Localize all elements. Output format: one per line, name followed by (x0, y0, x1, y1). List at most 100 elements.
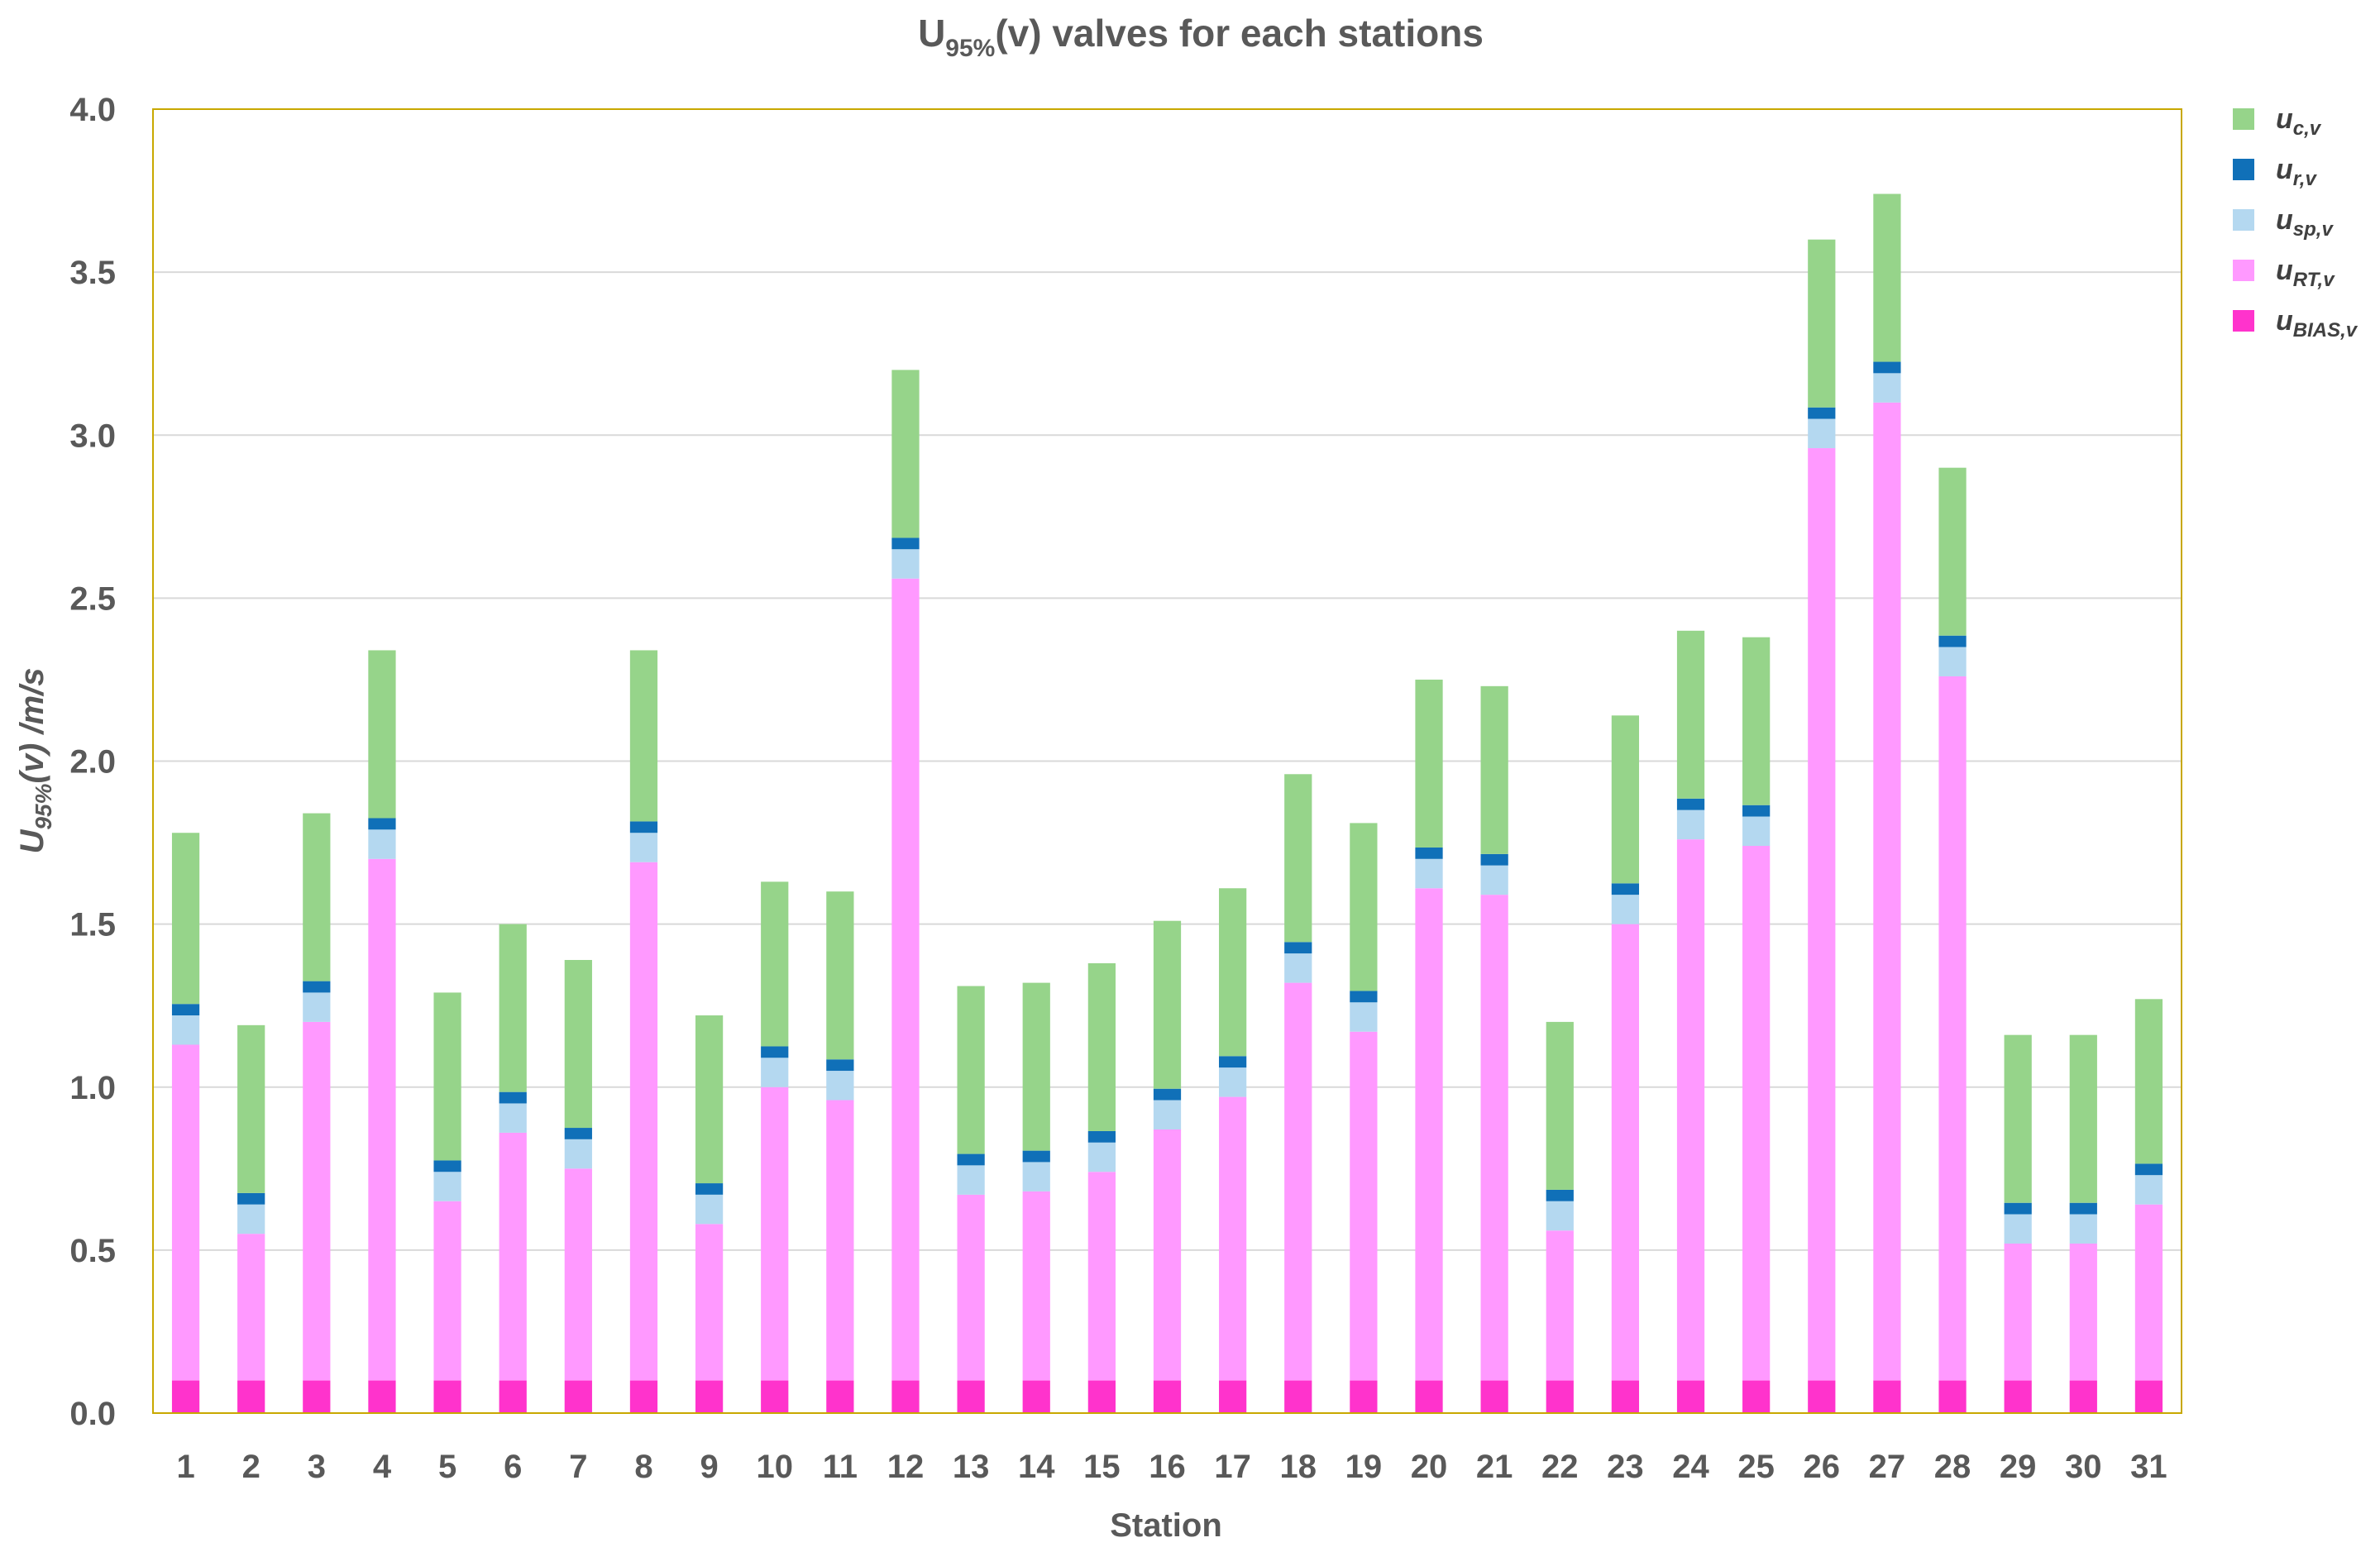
bar-stack (1284, 774, 1312, 1413)
x-tick-label: 11 (823, 1449, 858, 1485)
bar-segment-rtv (1415, 888, 1443, 1381)
bar-segment-biasv (1611, 1380, 1640, 1413)
bar-stack (1676, 630, 1705, 1413)
bar-segment-cv (1153, 920, 1182, 1089)
y-tick-label: 0.5 (69, 1233, 116, 1269)
x-tick-label: 10 (756, 1449, 793, 1485)
bar-segment-biasv (1546, 1380, 1574, 1413)
bar-segment-spv (433, 1172, 461, 1201)
bar-segment-rtv (1350, 1031, 1378, 1381)
bar-segment-spv (1284, 953, 1312, 983)
y-axis-label-rest: (v) /m/s (14, 668, 50, 784)
x-tick-label: 1 (176, 1449, 194, 1485)
x-tick-label: 19 (1345, 1449, 1383, 1485)
bar-stack (1480, 685, 1508, 1413)
x-axis-ticks: 1 2 3 4 5 6 7 8 9 10 11 12 13 14 15 16 17 18 19 20 21 22 23 24 2… (176, 1449, 2167, 1485)
bar-segment-biasv (1087, 1380, 1116, 1413)
bar-segment-rtv (303, 1021, 331, 1381)
legend-label: uBIAS,v (2276, 305, 2358, 341)
y-axis-ticks: 0.0 0.5 1.0 1.5 2.0 2.5 3.0 3.5 4.0 (69, 92, 116, 1432)
bar-stack (303, 813, 331, 1413)
bar-stack (1219, 888, 1247, 1413)
y-axis-label: U95%(v) /m/s (14, 668, 56, 854)
bar-stack (1873, 193, 1901, 1413)
bar-segment-spv (1022, 1162, 1050, 1191)
bar-stack (1611, 715, 1640, 1413)
bar-segment-cv (1087, 962, 1116, 1131)
bar-segment-rv (826, 1059, 854, 1072)
chart-title: U95%(v) valves for each stations (918, 12, 1484, 62)
bar-segment-biasv (368, 1380, 396, 1413)
bar-segment-rv (2004, 1202, 2032, 1215)
y-tick-label: 3.0 (69, 418, 116, 454)
bar-segment-cv (368, 650, 396, 819)
bar-segment-rv (761, 1046, 789, 1058)
bar-segment-rv (1480, 853, 1508, 866)
bar-segment-spv (1873, 373, 1901, 403)
x-tick-label: 16 (1149, 1449, 1186, 1485)
bar-segment-cv (1350, 823, 1378, 991)
bar-segment-rtv (1153, 1129, 1182, 1381)
bar-stack (499, 924, 527, 1413)
bar-segment-spv (1087, 1142, 1116, 1172)
bar-segment-spv (891, 549, 920, 579)
bar-segment-cv (499, 924, 527, 1092)
bar-segment-biasv (629, 1380, 658, 1413)
bar-segment-rtv (957, 1194, 985, 1381)
legend-swatch (2233, 260, 2254, 281)
y-axis-label-main: U (14, 829, 50, 853)
bar-stack (957, 986, 985, 1413)
bar-segment-spv (303, 992, 331, 1022)
bar-segment-rtv (1873, 402, 1901, 1381)
bar-segment-cv (1676, 630, 1705, 799)
legend-swatch (2233, 310, 2254, 332)
bar-stack (629, 650, 658, 1413)
bar-segment-cv (1284, 774, 1312, 943)
y-tick-label: 2.0 (69, 744, 116, 781)
bar-segment-rv (2069, 1202, 2097, 1215)
bar-segment-cv (1742, 637, 1771, 805)
bars (171, 193, 2163, 1413)
bar-segment-rv (1546, 1189, 1574, 1201)
x-tick-label: 29 (2000, 1449, 2037, 1485)
legend-label: ur,v (2276, 154, 2317, 190)
bar-stack (695, 1015, 724, 1413)
bar-segment-cv (695, 1015, 724, 1184)
bar-segment-cv (1808, 239, 1836, 408)
bar-segment-spv (237, 1204, 265, 1234)
bar-segment-rtv (237, 1234, 265, 1381)
bar-segment-rv (1153, 1088, 1182, 1101)
bar-stack (1546, 1021, 1574, 1413)
bar-stack (171, 833, 200, 1413)
bar-stack (1022, 982, 1050, 1413)
bar-segment-rtv (1938, 676, 1967, 1381)
bar-segment-spv (2134, 1175, 2163, 1205)
bar-segment-biasv (1415, 1380, 1443, 1413)
bar-segment-biasv (171, 1380, 200, 1413)
bar-stack (826, 891, 854, 1413)
bar-segment-rtv (1808, 448, 1836, 1381)
bar-segment-rv (1742, 805, 1771, 817)
x-tick-label: 6 (504, 1449, 522, 1485)
bar-stack (1808, 239, 1836, 1413)
chart-title-main: U (918, 12, 945, 55)
bar-stack (1938, 467, 1967, 1413)
x-tick-label: 21 (1476, 1449, 1513, 1485)
bar-stack (1087, 962, 1116, 1413)
y-tick-label: 1.5 (69, 907, 116, 943)
bar-segment-biasv (1676, 1380, 1705, 1413)
bar-segment-rtv (1022, 1191, 1050, 1381)
bar-segment-spv (1808, 418, 1836, 449)
bar-segment-rv (695, 1183, 724, 1195)
bar-segment-rtv (761, 1086, 789, 1381)
bar-segment-biasv (1873, 1380, 1901, 1413)
legend: uc,v ur,v usp,v uRT,v uBIAS,v (2233, 103, 2358, 341)
bar-segment-cv (826, 891, 854, 1060)
bar-segment-rtv (1284, 982, 1312, 1381)
bar-segment-cv (629, 650, 658, 822)
x-tick-label: 30 (2065, 1449, 2102, 1485)
bar-segment-rtv (171, 1044, 200, 1381)
bar-segment-rv (1022, 1150, 1050, 1163)
bar-segment-rtv (629, 862, 658, 1381)
